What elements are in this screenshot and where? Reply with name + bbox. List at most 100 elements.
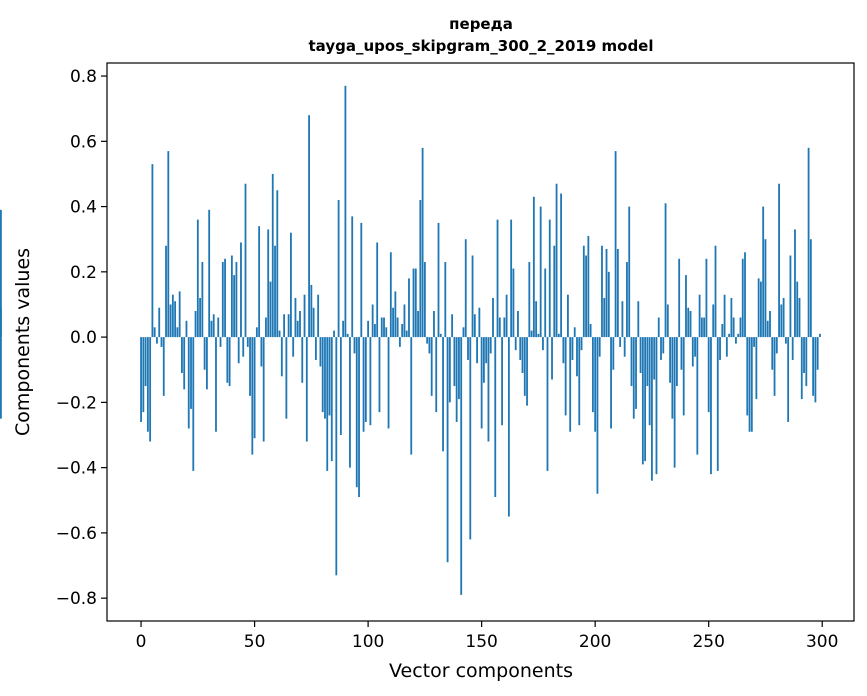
y-tick-label: 0.6 [70, 132, 97, 152]
bar-125 [423, 262, 426, 338]
bar-276 [766, 320, 769, 338]
bar-4 [149, 337, 152, 442]
bar-73 [305, 337, 308, 442]
bar-184 [557, 333, 560, 338]
bar-209 [614, 151, 617, 338]
bar-257 [723, 294, 726, 338]
bar-269 [750, 337, 753, 432]
bar-52 [258, 226, 261, 338]
bar-236 [675, 337, 678, 387]
bar-204 [603, 297, 606, 338]
bar-32 [212, 314, 215, 338]
bar-282 [780, 304, 783, 338]
bar-192 [576, 337, 578, 377]
bar-278 [771, 337, 774, 370]
bar-51 [255, 327, 258, 338]
bar-61 [278, 330, 281, 338]
bar-88 [339, 337, 342, 435]
bar-206 [607, 271, 610, 338]
y-axis-ticks: −0.8 −0.6 −0.4 −0.2 0.0 0.2 0.4 0.6 0.8 [56, 67, 107, 609]
bar-104 [376, 242, 379, 338]
bar-129 [433, 311, 435, 338]
bar-87 [337, 200, 340, 338]
bar-217 [632, 337, 635, 419]
bar-33 [215, 337, 217, 432]
bar-119 [410, 337, 413, 455]
bar-259 [728, 333, 731, 338]
bar-158 [498, 317, 501, 338]
bar-167 [519, 337, 522, 360]
bar-190 [571, 337, 574, 360]
bar-30 [208, 209, 211, 338]
bar-145 [469, 337, 472, 540]
bar-246 [698, 294, 701, 338]
x-tick-label: 300 [806, 632, 838, 652]
bar-243 [691, 337, 694, 367]
bar-198 [589, 324, 592, 338]
bar-182 [553, 245, 556, 338]
bar-116 [403, 304, 406, 338]
y-tick-label: 0.0 [70, 328, 97, 348]
bar-22 [190, 337, 192, 409]
bar-268 [748, 337, 751, 432]
bar-10 [162, 337, 165, 396]
bar-162 [507, 337, 510, 517]
bar-77 [314, 337, 317, 360]
bar-6 [153, 327, 156, 338]
bar-150 [480, 337, 483, 429]
bar-237 [678, 258, 681, 338]
bar-139 [455, 337, 458, 422]
y-tick-label: −0.4 [56, 459, 97, 479]
bar-172 [530, 330, 533, 338]
bar-121 [414, 268, 417, 338]
bar-23 [192, 337, 195, 471]
bar-142 [462, 327, 465, 338]
bar-168 [521, 337, 524, 373]
bar-42 [235, 262, 238, 338]
bar-134 [444, 262, 447, 338]
bar-107 [383, 317, 385, 338]
x-tick-label: 150 [465, 632, 497, 652]
bar-68 [294, 297, 297, 338]
bar-97 [360, 222, 363, 338]
bar-178 [544, 268, 547, 338]
bar-44 [240, 242, 242, 338]
bar-100 [367, 320, 370, 338]
bar-250 [707, 337, 710, 413]
bar-195 [582, 245, 585, 338]
bar-19 [183, 337, 186, 390]
bar-194 [580, 337, 583, 351]
bar-75 [310, 284, 313, 338]
bar-48 [249, 337, 251, 396]
x-axis-label: Vector components [389, 660, 573, 682]
bar-143 [464, 239, 467, 338]
bar-13 [169, 304, 172, 338]
chart-title: переда [449, 15, 513, 33]
bar-39 [228, 337, 231, 387]
x-tick-label: 0 [136, 632, 147, 652]
bar-41 [233, 275, 236, 338]
bar-36 [221, 262, 224, 338]
bar-155 [492, 297, 494, 338]
bar-298 [816, 337, 819, 370]
bar-270 [753, 337, 756, 347]
bar-99 [364, 337, 367, 422]
y-tick-label: −0.8 [56, 589, 97, 609]
bar-225 [651, 337, 653, 481]
bar-233 [669, 337, 671, 383]
bar-171 [528, 262, 531, 338]
x-tick-label: 100 [352, 632, 384, 652]
bar-141 [460, 337, 463, 595]
bar-245 [696, 337, 699, 455]
bar-177 [542, 337, 544, 351]
bar-291 [800, 337, 803, 400]
bar-261 [732, 317, 735, 338]
bar-117 [405, 330, 408, 338]
bar-71 [301, 337, 304, 383]
bar-210 [616, 249, 619, 338]
bar-21 [187, 337, 190, 429]
bar-93 [351, 216, 354, 338]
bar-28 [203, 337, 206, 370]
bar-239 [682, 337, 685, 416]
x-axis-ticks: 0 50 100 150 200 250 300 [136, 621, 838, 652]
